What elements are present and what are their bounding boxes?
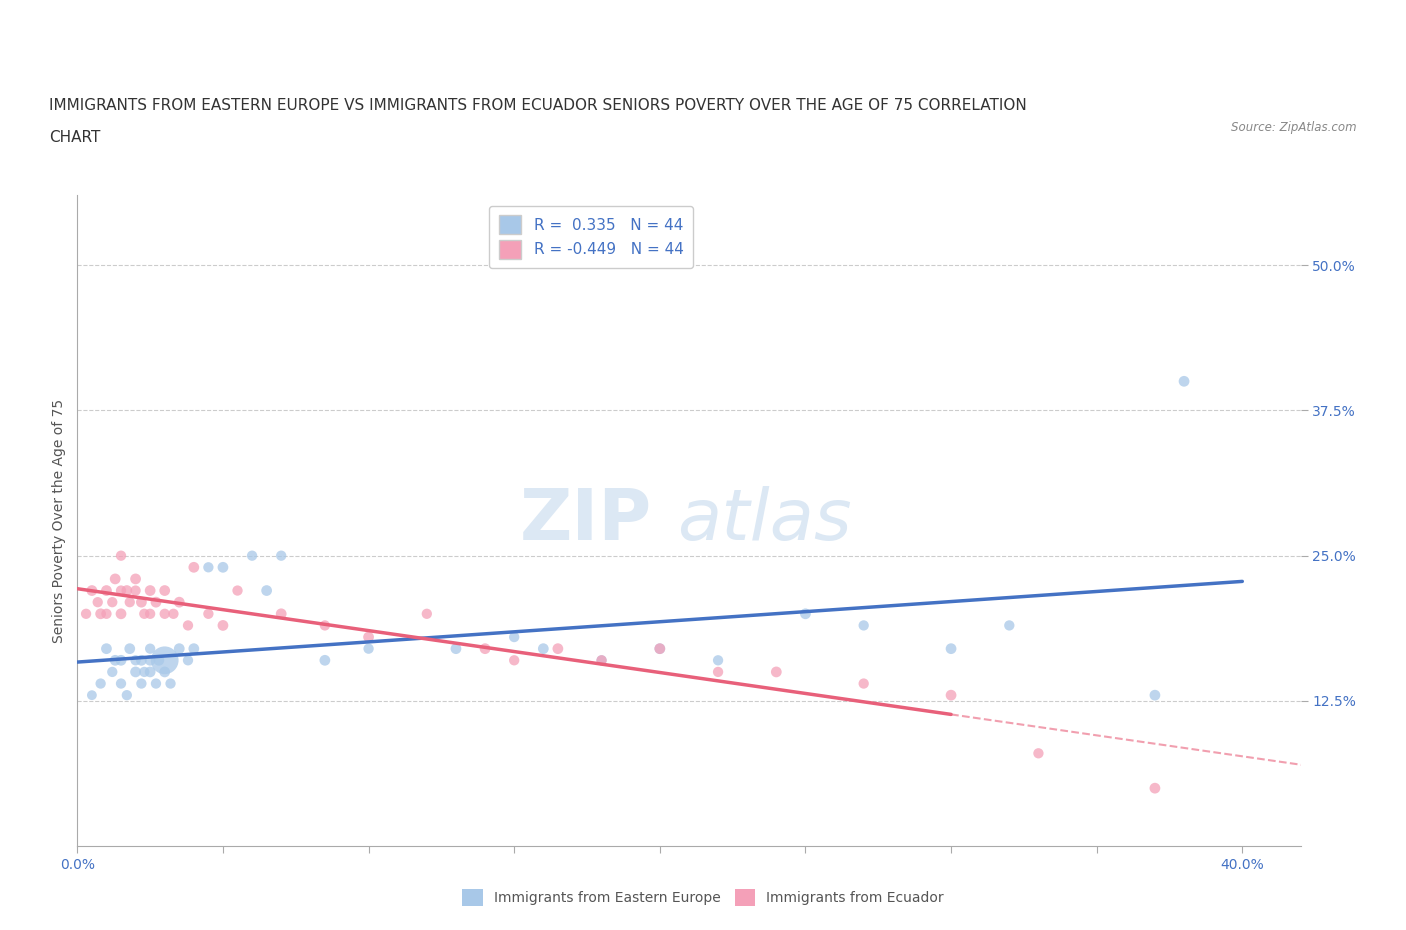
Point bbox=[131, 595, 153, 610]
Point bbox=[90, 606, 112, 621]
Point bbox=[531, 642, 554, 657]
Point bbox=[591, 653, 613, 668]
Point bbox=[139, 665, 162, 680]
Point bbox=[110, 676, 132, 691]
Point bbox=[939, 688, 962, 703]
Point bbox=[96, 642, 118, 657]
Point bbox=[1143, 688, 1166, 703]
Point bbox=[998, 618, 1021, 633]
Point bbox=[96, 583, 118, 598]
Point bbox=[707, 665, 730, 680]
Point bbox=[270, 606, 292, 621]
Text: CHART: CHART bbox=[49, 130, 101, 145]
Point bbox=[503, 630, 526, 644]
Point bbox=[1173, 374, 1195, 389]
Point bbox=[139, 642, 162, 657]
Text: Source: ZipAtlas.com: Source: ZipAtlas.com bbox=[1232, 121, 1357, 134]
Point bbox=[104, 653, 127, 668]
Point bbox=[118, 642, 141, 657]
Point bbox=[96, 606, 118, 621]
Point bbox=[212, 560, 235, 575]
Point bbox=[159, 676, 181, 691]
Point bbox=[503, 653, 526, 668]
Point bbox=[124, 583, 146, 598]
Point bbox=[648, 642, 671, 657]
Point bbox=[124, 571, 146, 587]
Point bbox=[939, 642, 962, 657]
Point bbox=[115, 583, 138, 598]
Text: ZIP: ZIP bbox=[520, 486, 652, 555]
Point bbox=[256, 583, 278, 598]
Point bbox=[139, 653, 162, 668]
Point bbox=[314, 618, 336, 633]
Point bbox=[765, 665, 787, 680]
Y-axis label: Seniors Poverty Over the Age of 75: Seniors Poverty Over the Age of 75 bbox=[52, 399, 66, 643]
Point bbox=[547, 642, 569, 657]
Point bbox=[314, 653, 336, 668]
Point bbox=[852, 618, 875, 633]
Point bbox=[131, 653, 153, 668]
Point bbox=[124, 653, 146, 668]
Legend: Immigrants from Eastern Europe, Immigrants from Ecuador: Immigrants from Eastern Europe, Immigran… bbox=[457, 884, 949, 912]
Legend: R =  0.335   N = 44, R = -0.449   N = 44: R = 0.335 N = 44, R = -0.449 N = 44 bbox=[489, 206, 693, 268]
Point bbox=[197, 560, 219, 575]
Point bbox=[139, 606, 162, 621]
Point bbox=[794, 606, 817, 621]
Point bbox=[110, 606, 132, 621]
Point bbox=[90, 676, 112, 691]
Point bbox=[104, 571, 127, 587]
Point bbox=[162, 606, 184, 621]
Point bbox=[707, 653, 730, 668]
Point bbox=[101, 665, 124, 680]
Point bbox=[357, 630, 380, 644]
Point bbox=[148, 653, 170, 668]
Point bbox=[139, 583, 162, 598]
Point bbox=[648, 642, 671, 657]
Point bbox=[357, 642, 380, 657]
Point bbox=[177, 653, 200, 668]
Point bbox=[134, 665, 156, 680]
Point bbox=[110, 653, 132, 668]
Point bbox=[226, 583, 249, 598]
Point bbox=[177, 618, 200, 633]
Point bbox=[101, 595, 124, 610]
Point bbox=[80, 688, 103, 703]
Point bbox=[145, 676, 167, 691]
Point bbox=[240, 549, 263, 564]
Point bbox=[110, 549, 132, 564]
Point bbox=[75, 606, 97, 621]
Point bbox=[110, 583, 132, 598]
Point bbox=[87, 595, 110, 610]
Point bbox=[1143, 781, 1166, 796]
Point bbox=[134, 606, 156, 621]
Point bbox=[212, 618, 235, 633]
Point bbox=[270, 549, 292, 564]
Point bbox=[153, 583, 176, 598]
Point bbox=[145, 595, 167, 610]
Point bbox=[131, 676, 153, 691]
Point bbox=[80, 583, 103, 598]
Point bbox=[591, 653, 613, 668]
Point bbox=[169, 595, 191, 610]
Point bbox=[474, 642, 496, 657]
Point bbox=[115, 688, 138, 703]
Point bbox=[183, 560, 205, 575]
Point bbox=[118, 595, 141, 610]
Point bbox=[153, 653, 176, 668]
Point bbox=[1028, 746, 1050, 761]
Point bbox=[852, 676, 875, 691]
Point bbox=[416, 606, 439, 621]
Point bbox=[444, 642, 467, 657]
Point bbox=[197, 606, 219, 621]
Point bbox=[153, 665, 176, 680]
Point bbox=[169, 642, 191, 657]
Text: IMMIGRANTS FROM EASTERN EUROPE VS IMMIGRANTS FROM ECUADOR SENIORS POVERTY OVER T: IMMIGRANTS FROM EASTERN EUROPE VS IMMIGR… bbox=[49, 98, 1026, 113]
Point bbox=[183, 642, 205, 657]
Text: atlas: atlas bbox=[676, 486, 851, 555]
Point bbox=[153, 606, 176, 621]
Point bbox=[124, 665, 146, 680]
